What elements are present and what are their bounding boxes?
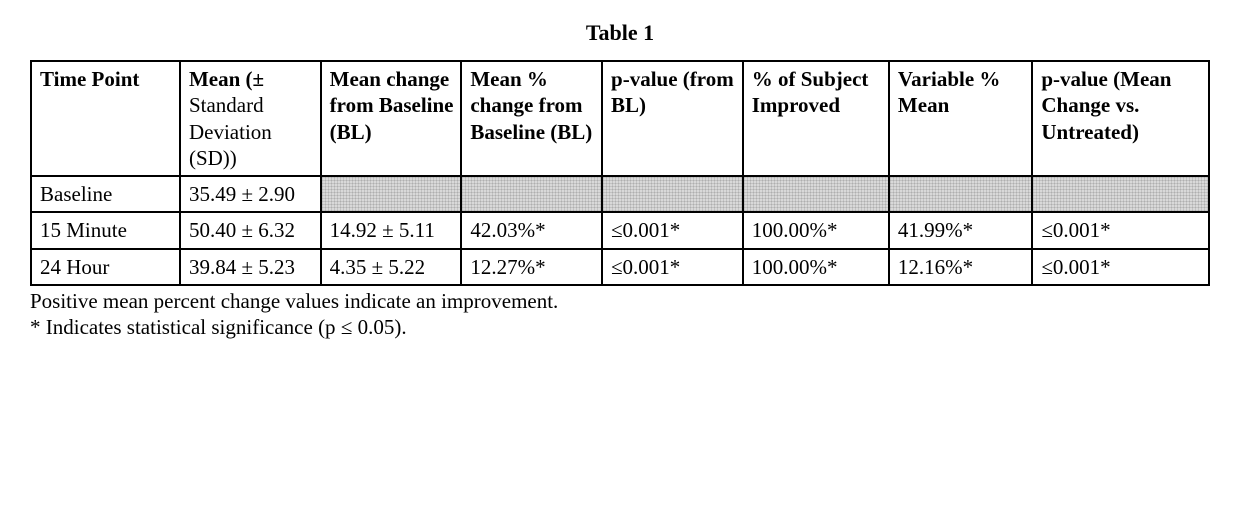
table-cell: 100.00%*	[743, 249, 889, 285]
column-header-rest: Standard Deviation (SD))	[189, 93, 272, 170]
column-header: Variable % Mean	[889, 61, 1032, 176]
column-header-bold: Time Point	[40, 67, 139, 91]
table-row: Baseline35.49 ± 2.90	[31, 176, 1209, 212]
table-cell	[602, 176, 743, 212]
table-cell: 42.03%*	[461, 212, 602, 248]
table-cell: 35.49 ± 2.90	[180, 176, 321, 212]
column-header: Mean change from Baseline (BL)	[321, 61, 462, 176]
column-header: % of Subject Improved	[743, 61, 889, 176]
table-cell: 14.92 ± 5.11	[321, 212, 462, 248]
column-header-bold: Mean % change from Baseline (BL)	[470, 67, 592, 144]
table-cell: 12.16%*	[889, 249, 1032, 285]
table-cell: ≤0.001*	[1032, 212, 1209, 248]
table-cell: 12.27%*	[461, 249, 602, 285]
table-cell	[461, 176, 602, 212]
data-table: Time Point Mean (± Standard Deviation (SD…	[30, 60, 1210, 286]
column-header-bold: p-value (Mean Change vs. Untreated)	[1041, 67, 1171, 144]
table-cell	[321, 176, 462, 212]
table-cell: 50.40 ± 6.32	[180, 212, 321, 248]
table-cell: 39.84 ± 5.23	[180, 249, 321, 285]
table-cell	[743, 176, 889, 212]
column-header: p-value (Mean Change vs. Untreated)	[1032, 61, 1209, 176]
table-cell	[1032, 176, 1209, 212]
table-cell: Baseline	[31, 176, 180, 212]
column-header: Mean % change from Baseline (BL)	[461, 61, 602, 176]
table-row: 15 Minute50.40 ± 6.3214.92 ± 5.1142.03%*…	[31, 212, 1209, 248]
table-header-row: Time Point Mean (± Standard Deviation (SD…	[31, 61, 1209, 176]
table-cell: 24 Hour	[31, 249, 180, 285]
table-row: 24 Hour39.84 ± 5.234.35 ± 5.2212.27%*≤0.…	[31, 249, 1209, 285]
table-cell: 100.00%*	[743, 212, 889, 248]
table-cell: 41.99%*	[889, 212, 1032, 248]
column-header: p-value (from BL)	[602, 61, 743, 176]
column-header-bold: p-value (from BL)	[611, 67, 734, 117]
column-header-bold: Variable % Mean	[898, 67, 1000, 117]
table-cell: ≤0.001*	[1032, 249, 1209, 285]
table-cell: 4.35 ± 5.22	[321, 249, 462, 285]
table-title: Table 1	[30, 20, 1210, 46]
table-cell: 15 Minute	[31, 212, 180, 248]
footnote-line: Positive mean percent change values indi…	[30, 288, 1210, 314]
footnote-line: * Indicates statistical significance (p …	[30, 314, 1210, 340]
column-header-bold: Mean change from Baseline (BL)	[330, 67, 454, 144]
footnotes: Positive mean percent change values indi…	[30, 288, 1210, 341]
table-cell: ≤0.001*	[602, 249, 743, 285]
column-header-bold: % of Subject Improved	[752, 67, 869, 117]
table-cell: ≤0.001*	[602, 212, 743, 248]
column-header: Mean (± Standard Deviation (SD))	[180, 61, 321, 176]
column-header: Time Point	[31, 61, 180, 176]
column-header-bold: Mean (±	[189, 67, 264, 91]
table-cell	[889, 176, 1032, 212]
